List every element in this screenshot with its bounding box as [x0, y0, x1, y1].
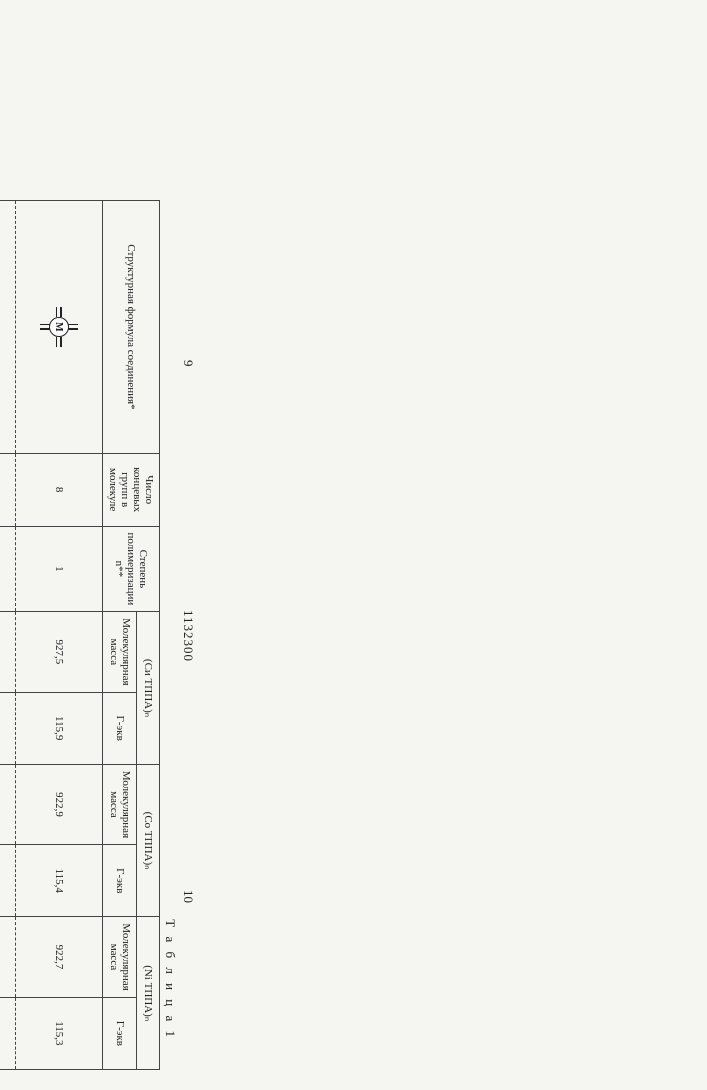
cell-ni-mass: 4276,2	[0, 917, 16, 997]
cell-structure: MMMMMMM	[0, 201, 16, 454]
cell-ni-geq: 152,7	[0, 997, 16, 1069]
col-structure: Структурная формула соединения*	[103, 201, 160, 454]
col-group-ni: (Ni ТППА)ₙ	[137, 917, 160, 1070]
col-co-geq: Г-экв	[103, 845, 137, 917]
data-table: Структурная формула соединения* Число ко…	[0, 200, 160, 1070]
col-end-groups: Число концевых групп в молекуле	[103, 453, 160, 526]
col-group-cu: (Си ТППА)ₙ	[137, 612, 160, 765]
cell-cu-geq: 153,8	[0, 692, 16, 764]
cell-end-groups: 8	[16, 453, 103, 526]
cell-ni-mass: 922,7	[16, 917, 103, 997]
col-co-mass: Молекулярная масса	[103, 764, 137, 844]
cell-cu-mass: 4305,0	[0, 612, 16, 692]
col-ni-geq: Г-экв	[103, 997, 137, 1069]
cell-polym-degree: 6	[0, 526, 16, 612]
table-row: M81927,5115,9922,9115,4922,7115,3	[16, 201, 103, 1070]
col-cu-mass: Молекулярная масса	[103, 612, 137, 692]
sheet: 9 1132300 10 Т а б л и ц а 1 Структурная…	[0, 190, 200, 1090]
col-ni-mass: Молекулярная масса	[103, 917, 137, 997]
cell-cu-geq: 115,9	[16, 692, 103, 764]
cell-ni-geq: 115,3	[16, 997, 103, 1069]
table-title: Т а б л и ц а 1	[162, 919, 178, 1040]
cell-end-groups: 28	[0, 453, 16, 526]
cell-polym-degree: 1	[16, 526, 103, 612]
doc-number: 1132300	[180, 610, 196, 662]
page-number-right: 10	[180, 890, 196, 903]
cell-co-mass: 922,9	[16, 764, 103, 844]
cell-co-mass: 4277,4	[0, 764, 16, 844]
cell-co-geq: 115,4	[16, 845, 103, 917]
col-polym-degree: Степень полимеризации n**	[103, 526, 160, 612]
cell-structure: M	[16, 201, 103, 454]
table-row: MMMMMMM2864305,0153,84277,4152,84276,215…	[0, 201, 16, 1070]
col-group-co: (Со ТППА)ₙ	[137, 764, 160, 917]
cell-cu-mass: 927,5	[16, 612, 103, 692]
cell-co-geq: 152,8	[0, 845, 16, 917]
col-cu-geq: Г-экв	[103, 692, 137, 764]
page-number-left: 9	[180, 360, 196, 367]
